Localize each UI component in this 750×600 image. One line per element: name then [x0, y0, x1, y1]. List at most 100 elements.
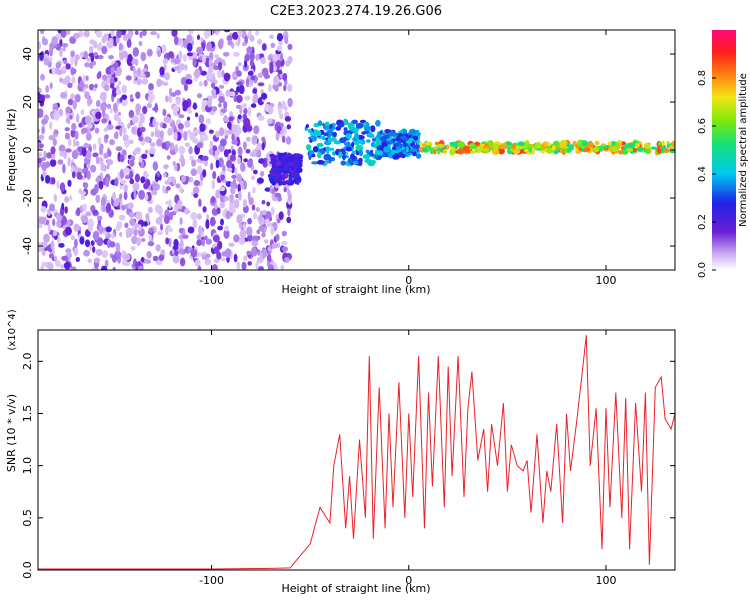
- heatmap-cell: [50, 146, 56, 155]
- heatmap-cell: [381, 143, 388, 147]
- heatmap-cell: [87, 258, 93, 264]
- heatmap-cell: [218, 96, 225, 104]
- heatmap-cell: [245, 77, 250, 88]
- heatmap-cell: [260, 57, 267, 65]
- colorbar-tick-label: 0.2: [697, 214, 708, 230]
- heatmap-cell: [280, 264, 285, 270]
- heatmap-cell: [156, 170, 161, 178]
- heatmap-cell: [247, 191, 251, 202]
- heatmap-cell: [57, 159, 64, 165]
- heatmap-cell: [311, 135, 318, 142]
- heatmap-cell: [67, 179, 72, 187]
- heatmap-cell: [283, 187, 287, 193]
- heatmap-cell: [255, 53, 260, 61]
- heatmap-cell: [190, 249, 198, 258]
- heatmap-cell: [104, 134, 109, 139]
- heatmap-cell: [204, 235, 208, 240]
- heatmap-cell: [260, 170, 265, 177]
- heatmap-cell: [103, 33, 107, 43]
- heatmap-cell: [116, 66, 122, 75]
- heatmap-cell: [148, 227, 154, 234]
- heatmap-cell: [105, 177, 110, 188]
- heatmap-cell: [103, 84, 110, 92]
- heatmap-cell: [49, 42, 55, 51]
- heatmap-cell: [239, 229, 247, 239]
- heatmap-cell: [215, 189, 221, 199]
- heatmap-cell: [223, 196, 230, 202]
- heatmap-cell: [246, 136, 251, 142]
- heatmap-cell: [39, 51, 44, 61]
- heatmap-cell: [281, 230, 287, 237]
- heatmap-cell: [232, 73, 237, 78]
- heatmap-cell: [258, 158, 265, 164]
- heatmap-cell: [127, 123, 131, 129]
- heatmap-cell: [237, 36, 241, 46]
- heatmap-cell: [212, 171, 217, 180]
- heatmap-cell: [257, 38, 263, 45]
- heatmap-cell: [58, 243, 65, 248]
- heatmap-cell: [146, 251, 152, 259]
- heatmap-cell: [173, 66, 181, 71]
- heatmap-cell: [86, 98, 93, 105]
- heatmap-cell: [92, 246, 96, 253]
- heatmap-cell: [154, 129, 161, 138]
- heatmap-cell: [343, 127, 348, 132]
- heatmap-cell: [351, 119, 358, 125]
- heatmap-cell: [152, 182, 158, 192]
- heatmap-cell: [193, 180, 200, 187]
- heatmap-cell: [121, 84, 128, 94]
- heatmap-cell: [392, 146, 397, 151]
- heatmap-cell: [211, 106, 218, 112]
- heatmap-cell: [662, 145, 667, 150]
- heatmap-cell: [283, 126, 288, 135]
- heatmap-cell: [181, 175, 186, 183]
- heatmap-cell: [77, 146, 82, 152]
- heatmap-cell: [129, 119, 133, 126]
- heatmap-cell: [78, 122, 83, 128]
- heatmap-cell: [108, 55, 114, 60]
- heatmap-cell: [165, 237, 170, 245]
- heatmap-cell: [375, 119, 381, 127]
- heatmap-cell: [150, 31, 157, 36]
- heatmap-cell: [97, 137, 102, 146]
- heatmap-cell: [186, 52, 194, 57]
- heatmap-cell: [274, 123, 278, 131]
- heatmap-cell: [89, 39, 95, 45]
- heatmap-cell: [85, 115, 92, 125]
- heatmap-cell: [138, 136, 144, 142]
- heatmap-cell: [171, 92, 177, 97]
- heatmap-cell: [393, 133, 399, 137]
- heatmap-cell: [188, 146, 193, 155]
- heatmap-cell: [208, 64, 214, 73]
- heatmap-cell: [266, 260, 270, 268]
- heatmap-cell: [281, 246, 288, 252]
- heatmap-cell: [388, 152, 393, 159]
- y-tick-label: 0.0: [21, 561, 34, 579]
- heatmap-cell: [110, 30, 115, 38]
- heatmap-cell: [133, 229, 138, 237]
- heatmap-cell: [234, 167, 238, 176]
- heatmap-cell: [172, 105, 180, 112]
- heatmap-cell: [492, 148, 500, 156]
- heatmap-cell: [190, 211, 198, 221]
- y-tick-label: 40: [21, 47, 34, 61]
- heatmap-cell: [124, 174, 131, 180]
- heatmap-cell: [173, 126, 177, 134]
- heatmap-cell: [132, 47, 139, 57]
- heatmap-cell: [285, 156, 293, 162]
- heatmap-cell: [123, 184, 128, 193]
- heatmap-cell: [164, 215, 170, 225]
- heatmap-cell: [424, 141, 433, 146]
- y-tick-label: -20: [21, 189, 34, 207]
- heatmap-cell: [246, 46, 253, 55]
- heatmap-cell: [214, 54, 219, 59]
- heatmap-cell: [67, 98, 74, 106]
- heatmap-cell: [396, 140, 402, 146]
- heatmap-cell: [336, 119, 344, 125]
- heatmap-cell: [70, 266, 77, 270]
- heatmap-cell: [225, 89, 231, 97]
- heatmap-cell: [107, 147, 111, 156]
- spectrogram-panel: -100 0 100 -40 -20 0 20 40 Height of straight …: [5, 29, 676, 296]
- heatmap-cell: [40, 265, 44, 270]
- y-tick-label: 0.5: [21, 509, 34, 527]
